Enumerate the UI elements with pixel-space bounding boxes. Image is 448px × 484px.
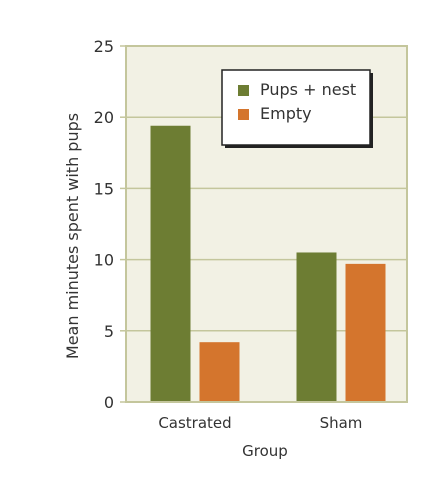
- x-axis-ticks: Castrated Sham: [158, 414, 362, 432]
- plot-border: [125, 45, 408, 403]
- x-tick-label: Castrated: [158, 414, 231, 432]
- legend-swatch: [238, 109, 249, 120]
- y-tick-label: 20: [94, 108, 114, 127]
- y-tick-label: 15: [94, 179, 114, 198]
- x-axis-label: Group: [242, 442, 288, 460]
- bar-castrated-pups-nest: [150, 125, 191, 402]
- legend-label: Pups + nest: [260, 80, 356, 99]
- legend-shadow: [225, 145, 373, 148]
- y-axis-ticks: 0 5 10 15 20 25: [94, 37, 126, 412]
- legend: Pups + nest Empty: [221, 69, 373, 148]
- bar-castrated-empty: [199, 342, 240, 402]
- y-axis-label: Mean minutes spent with pups: [63, 113, 82, 359]
- y-tick-label: 0: [104, 393, 114, 412]
- y-tick-label: 10: [94, 251, 114, 270]
- legend-shadow: [370, 73, 373, 148]
- y-tick-label: 25: [94, 37, 114, 56]
- bars: [150, 125, 386, 402]
- legend-swatch: [238, 85, 249, 96]
- bar-sham-pups-nest: [296, 252, 337, 402]
- bar-sham-empty: [345, 263, 386, 402]
- legend-label: Empty: [260, 104, 312, 123]
- x-tick-label: Sham: [320, 414, 363, 432]
- y-tick-label: 5: [104, 322, 114, 341]
